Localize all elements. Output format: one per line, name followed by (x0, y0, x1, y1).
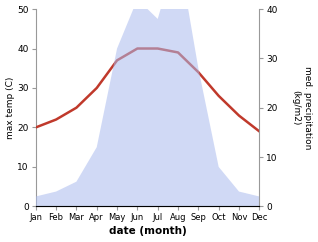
Y-axis label: med. precipitation
(kg/m2): med. precipitation (kg/m2) (292, 66, 313, 149)
X-axis label: date (month): date (month) (109, 227, 186, 236)
Y-axis label: max temp (C): max temp (C) (5, 76, 15, 139)
